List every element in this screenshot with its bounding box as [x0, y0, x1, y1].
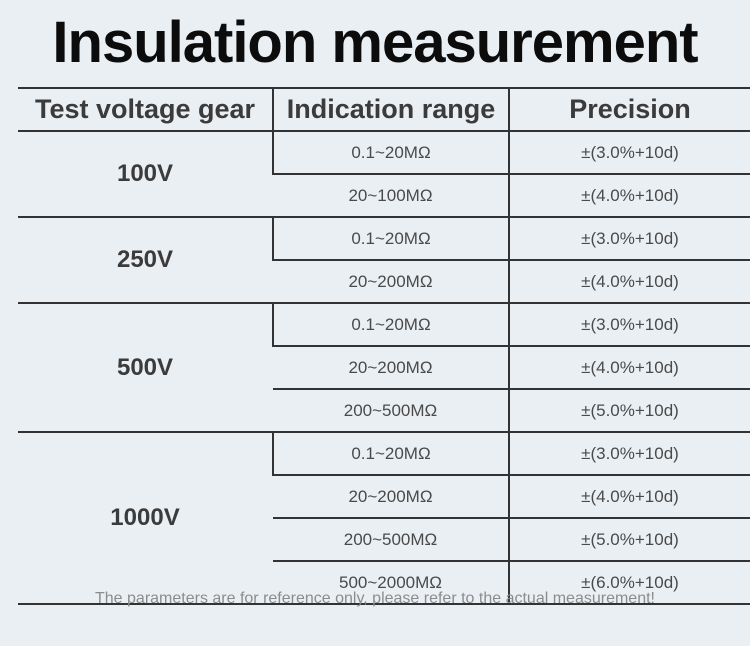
disclaimer-note: The parameters are for reference only, p… [95, 590, 655, 607]
precision-cell: ±(5.0%+10d) [508, 518, 750, 562]
range-cell: 20~200MΩ [273, 346, 509, 390]
table-row: 200~500MΩ ±(5.0%+10d) [18, 389, 750, 433]
voltage-cell: 1000V [18, 432, 273, 605]
table-row: 500V 0.1~20MΩ ±(3.0%+10d) [18, 303, 750, 433]
table-row: 20~200MΩ ±(4.0%+10d) [18, 475, 750, 519]
precision-cell: ±(3.0%+10d) [508, 303, 750, 347]
table-row: 500~2000MΩ ±(6.0%+10d) [18, 561, 750, 605]
precision-cell: ±(6.0%+10d) [508, 561, 750, 605]
voltage-cell: 500V [18, 303, 273, 433]
range-cell: 0.1~20MΩ [272, 217, 509, 261]
table-header-row: Test voltage gear Indication range Preci… [18, 87, 750, 132]
precision-cell: ±(5.0%+10d) [508, 389, 750, 433]
table-row: 1000V 0.1~20MΩ ±(3.0%+10d) [18, 432, 750, 605]
table-row: 100V 0.1~20MΩ ±(3.0%+10d) [18, 131, 750, 218]
range-cell: 20~200MΩ [273, 260, 509, 304]
precision-cell: ±(4.0%+10d) [508, 475, 750, 519]
range-cell: 0.1~20MΩ [272, 303, 509, 347]
range-cell: 20~200MΩ [273, 475, 509, 519]
precision-cell: ±(3.0%+10d) [508, 131, 750, 175]
range-cell: 200~500MΩ [273, 389, 509, 433]
table-row: 200~500MΩ ±(5.0%+10d) [18, 518, 750, 562]
spec-table: Test voltage gear Indication range Preci… [18, 87, 750, 605]
header-precision: Precision [508, 87, 750, 132]
table-row: 20~100MΩ ±(4.0%+10d) [18, 174, 750, 218]
precision-cell: ±(4.0%+10d) [508, 260, 750, 304]
precision-cell: ±(3.0%+10d) [508, 432, 750, 476]
table-row: 20~200MΩ ±(4.0%+10d) [18, 346, 750, 390]
range-cell: 0.1~20MΩ [272, 432, 509, 476]
header-test-voltage-gear: Test voltage gear [18, 87, 273, 132]
voltage-cell: 250V [18, 217, 273, 304]
page-title: Insulation measurement [52, 10, 698, 75]
precision-cell: ±(4.0%+10d) [508, 346, 750, 390]
range-cell: 20~100MΩ [273, 174, 509, 218]
table-row: 250V 0.1~20MΩ ±(3.0%+10d) [18, 217, 750, 304]
range-cell: 500~2000MΩ [273, 561, 509, 605]
range-cell: 200~500MΩ [273, 518, 509, 562]
table-row: 20~200MΩ ±(4.0%+10d) [18, 260, 750, 304]
precision-cell: ±(4.0%+10d) [508, 174, 750, 218]
range-cell: 0.1~20MΩ [272, 131, 509, 175]
header-indication-range: Indication range [272, 87, 509, 132]
precision-cell: ±(3.0%+10d) [508, 217, 750, 261]
voltage-cell: 100V [18, 131, 273, 218]
